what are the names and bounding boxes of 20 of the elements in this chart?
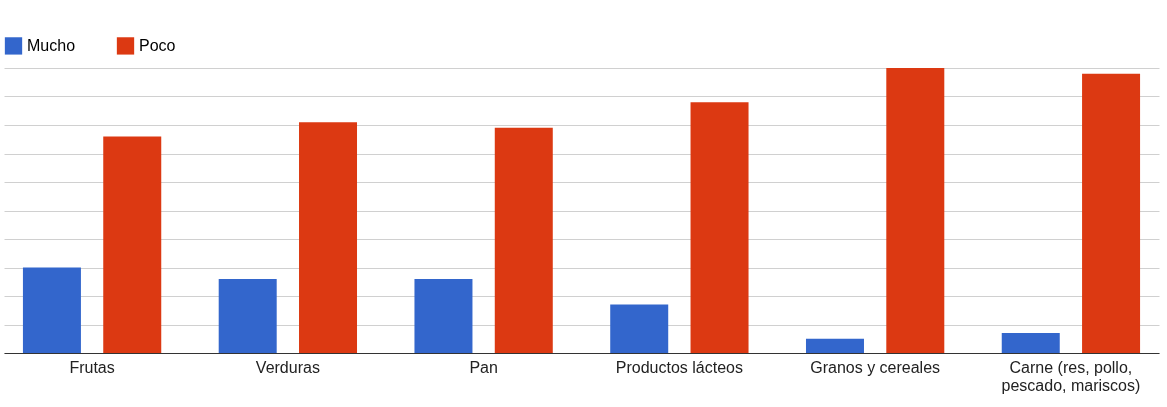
bar [1001, 333, 1060, 353]
x-tick-label: Frutas [69, 358, 115, 376]
bar [886, 68, 945, 353]
x-tick-label: Carne (res, pollo, pescado, mariscos) [1001, 358, 1141, 394]
bar [299, 122, 358, 353]
bar [1082, 73, 1141, 353]
x-tick-label: Productos lácteos [615, 358, 743, 376]
bar [22, 267, 81, 353]
bar [690, 102, 749, 353]
bar [610, 304, 669, 353]
legend-label: Poco [139, 36, 176, 54]
bar [805, 338, 864, 353]
bar [103, 136, 162, 353]
x-tick-label: Granos y cereales [810, 358, 941, 376]
bar [494, 127, 553, 353]
bar [414, 278, 473, 353]
legend-label: Mucho [27, 36, 76, 54]
bar [218, 278, 277, 353]
x-tick-label: Pan [469, 358, 498, 376]
x-tick-label: Verduras [255, 358, 320, 376]
